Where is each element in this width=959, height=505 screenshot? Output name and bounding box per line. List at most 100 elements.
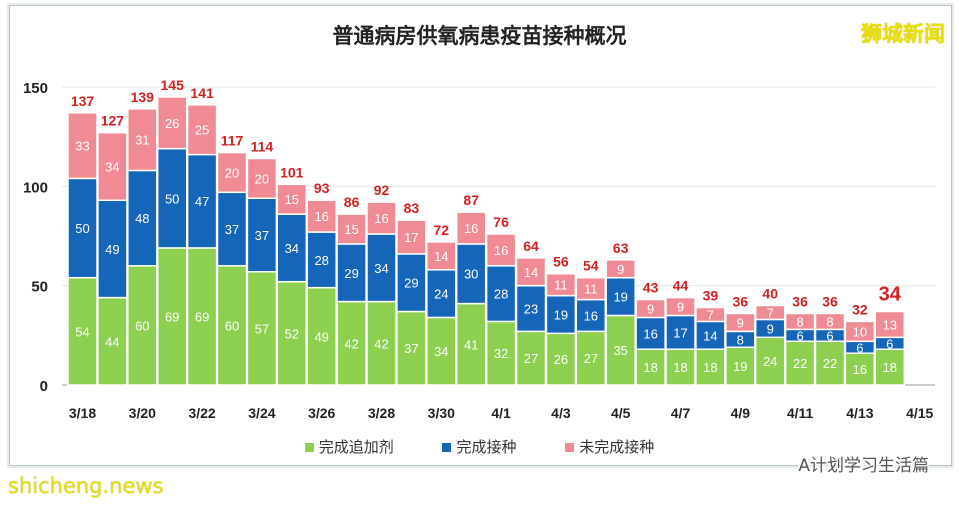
- bar-segment: [635, 298, 666, 319]
- data-label: 15: [344, 222, 358, 237]
- data-label: 16: [464, 221, 478, 236]
- bar-segment: [156, 96, 188, 150]
- watermark-account: A计划学习生活篇: [798, 451, 929, 476]
- total-label: 36: [822, 293, 838, 309]
- total-label: 44: [673, 278, 689, 294]
- data-label: 8: [826, 314, 833, 329]
- total-label: 72: [434, 222, 450, 238]
- x-tick-label: 4/1: [491, 405, 511, 421]
- data-label: 19: [613, 290, 627, 305]
- data-label: 14: [703, 328, 717, 343]
- data-label: 9: [617, 262, 624, 277]
- total-label: 36: [792, 293, 808, 309]
- data-label: 25: [195, 123, 209, 138]
- bar-segment: [605, 259, 636, 279]
- data-label: 9: [737, 315, 744, 330]
- legend: 完成追加剂 完成接种 未完成接种: [0, 436, 959, 457]
- data-label: 42: [374, 336, 388, 351]
- data-label: 10: [853, 324, 867, 339]
- bar-segment: [306, 199, 337, 233]
- x-tick-label: 3/24: [248, 405, 275, 421]
- bar-segment: [545, 294, 577, 335]
- x-tick-label: 4/7: [671, 405, 691, 421]
- total-label: 40: [762, 286, 778, 302]
- total-label: 64: [523, 238, 539, 254]
- data-label: 17: [404, 230, 418, 245]
- data-label: 14: [524, 265, 538, 280]
- legend-label: 未完成接种: [579, 438, 655, 456]
- total-label: 76: [493, 214, 509, 230]
- bar-segment: [814, 312, 846, 331]
- data-label: 49: [314, 329, 328, 344]
- bar-segment: [276, 183, 308, 215]
- data-label: 22: [823, 356, 837, 371]
- data-label: 7: [707, 307, 714, 322]
- total-label: 86: [344, 194, 360, 210]
- legend-label: 完成追加剂: [318, 438, 394, 456]
- data-label: 34: [374, 261, 388, 276]
- bar-segment: [97, 131, 128, 201]
- bar-segment: [396, 219, 427, 255]
- data-label: 19: [554, 307, 568, 322]
- data-label: 18: [673, 360, 687, 375]
- total-label: 87: [463, 192, 479, 208]
- bar-segment: [485, 233, 517, 267]
- data-label: 47: [195, 194, 209, 209]
- data-label: 16: [853, 362, 867, 377]
- data-label: 28: [494, 287, 508, 302]
- data-label: 8: [737, 332, 744, 347]
- data-label: 20: [225, 165, 239, 180]
- total-label: 63: [613, 240, 629, 256]
- data-label: 34: [434, 344, 448, 359]
- data-label: 16: [374, 211, 388, 226]
- data-label: 16: [584, 308, 598, 323]
- data-label: 20: [255, 171, 269, 186]
- data-label: 7: [767, 305, 774, 320]
- bar-segment: [754, 304, 786, 321]
- bar-segment: [306, 286, 337, 386]
- data-label: 18: [883, 360, 897, 375]
- data-label: 9: [677, 300, 684, 315]
- bar-segment: [396, 310, 427, 386]
- total-label: 117: [221, 133, 244, 149]
- data-label: 9: [767, 321, 774, 336]
- bar-segment: [545, 332, 577, 386]
- total-label: 101: [280, 164, 304, 180]
- data-label: 50: [165, 191, 179, 206]
- x-tick-label: 4/9: [731, 405, 751, 421]
- data-label: 60: [135, 318, 149, 333]
- y-tick-label: 0: [40, 378, 48, 395]
- bar-segment: [67, 112, 98, 180]
- bar-segment: [97, 296, 128, 386]
- data-label: 31: [135, 133, 149, 148]
- bar-segment: [156, 247, 188, 386]
- total-label: 93: [314, 180, 330, 196]
- data-label: 54: [75, 324, 89, 339]
- bar-segment: [874, 310, 906, 339]
- logo: 狮城新闻: [861, 22, 945, 46]
- x-tick-label: 3/28: [368, 405, 395, 421]
- bar-segment: [485, 320, 517, 386]
- data-label: 9: [647, 302, 654, 317]
- bar-segment: [127, 169, 158, 267]
- total-label: 137: [71, 93, 95, 109]
- bar-segment: [336, 243, 367, 303]
- data-label: 28: [314, 253, 328, 268]
- bar-segment: [605, 314, 636, 386]
- data-label: 17: [673, 325, 687, 340]
- data-label: 26: [165, 116, 179, 131]
- bar-segment: [695, 348, 726, 386]
- bar-segment: [366, 300, 397, 386]
- total-label: 36: [733, 293, 749, 309]
- total-label: 32: [852, 301, 868, 317]
- y-tick-label: 50: [31, 279, 48, 296]
- total-label: 43: [643, 280, 659, 296]
- bar-segment: [97, 199, 128, 299]
- bar-segment: [216, 265, 248, 386]
- legend-swatch: [304, 443, 314, 452]
- data-label: 57: [255, 321, 269, 336]
- bar-segment: [156, 147, 188, 249]
- bar-segment: [695, 306, 726, 323]
- data-label: 44: [105, 334, 119, 349]
- data-label: 35: [613, 343, 627, 358]
